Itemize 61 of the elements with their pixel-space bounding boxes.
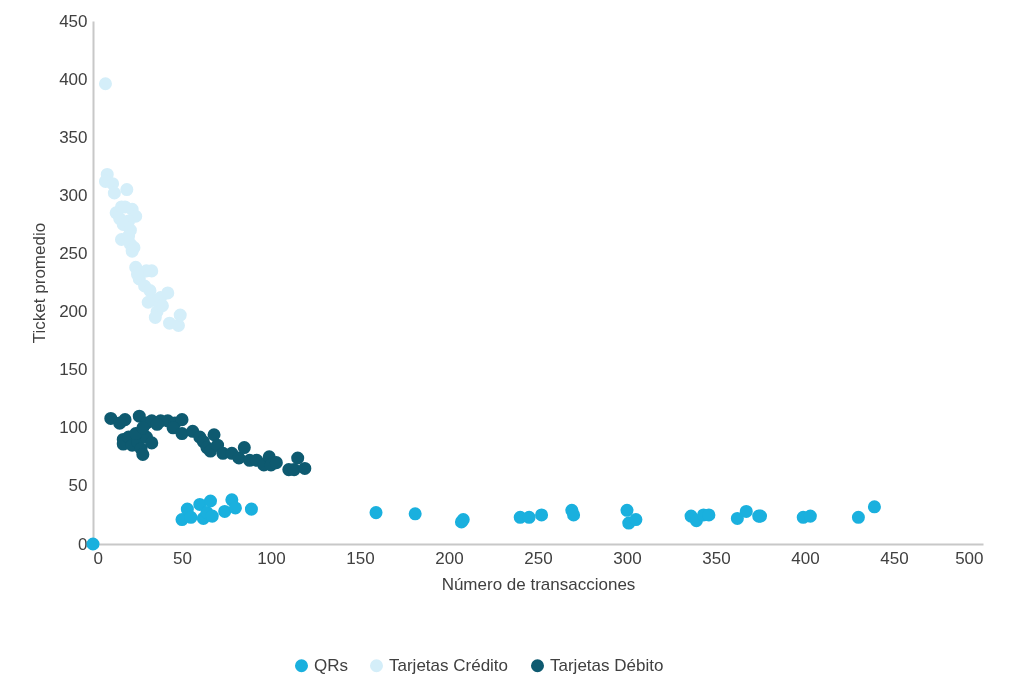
legend-label: QRs: [314, 655, 348, 675]
x-tick-label: 350: [702, 548, 731, 568]
y-tick-label: 300: [59, 185, 88, 205]
point: [730, 511, 744, 525]
point: [120, 183, 134, 197]
legend-label: Tarjetas Crédito: [389, 655, 509, 675]
point: [175, 427, 189, 441]
y-axis-title: Ticket promedio: [30, 222, 50, 344]
x-tick-label: 200: [435, 548, 464, 568]
point: [173, 308, 187, 322]
y-tick-label: 100: [59, 418, 88, 438]
point: [369, 506, 383, 520]
point: [113, 416, 127, 430]
y-tick-label: 450: [59, 11, 88, 31]
y-tick-label: 50: [68, 476, 88, 496]
x-axis-title: Número de transacciones: [441, 574, 636, 594]
x-tick-label: 500: [955, 548, 984, 568]
point: [86, 537, 100, 551]
point: [291, 451, 305, 465]
point: [228, 501, 242, 515]
point: [237, 441, 251, 455]
point: [244, 502, 258, 516]
point: [203, 494, 217, 508]
point: [535, 508, 549, 522]
x-tick-label: 50: [173, 548, 192, 568]
point: [867, 500, 881, 514]
x-tick-label: 250: [524, 548, 553, 568]
point: [141, 295, 155, 309]
x-tick-label: 450: [880, 548, 909, 568]
y-tick-label: 250: [59, 243, 88, 263]
point: [408, 507, 422, 521]
point: [298, 461, 312, 475]
y-tick-label: 150: [59, 360, 88, 380]
x-tick-label: 400: [791, 548, 820, 568]
point: [175, 413, 189, 427]
legend-label: Tarjetas Débito: [550, 655, 664, 675]
x-tick-label: 0: [93, 548, 103, 568]
x-tick-label: 300: [613, 548, 642, 568]
point: [98, 77, 112, 91]
point: [629, 513, 643, 527]
point: [739, 504, 753, 518]
x-tick-label: 100: [257, 548, 286, 568]
point: [136, 421, 150, 435]
y-tick-label: 400: [59, 69, 88, 89]
y-tick-label: 0: [78, 534, 88, 554]
y-tick-label: 200: [59, 302, 88, 322]
point: [207, 428, 221, 442]
y-tick-label: 350: [59, 127, 88, 147]
point: [851, 510, 865, 524]
point: [184, 510, 198, 524]
point: [522, 510, 536, 524]
point: [171, 319, 185, 333]
point: [161, 286, 175, 300]
point: [107, 186, 121, 200]
point: [218, 504, 232, 518]
point: [567, 508, 581, 522]
point: [136, 448, 150, 462]
point: [620, 503, 634, 517]
point: [145, 436, 159, 450]
x-tick-label: 150: [346, 548, 375, 568]
point: [803, 509, 817, 523]
